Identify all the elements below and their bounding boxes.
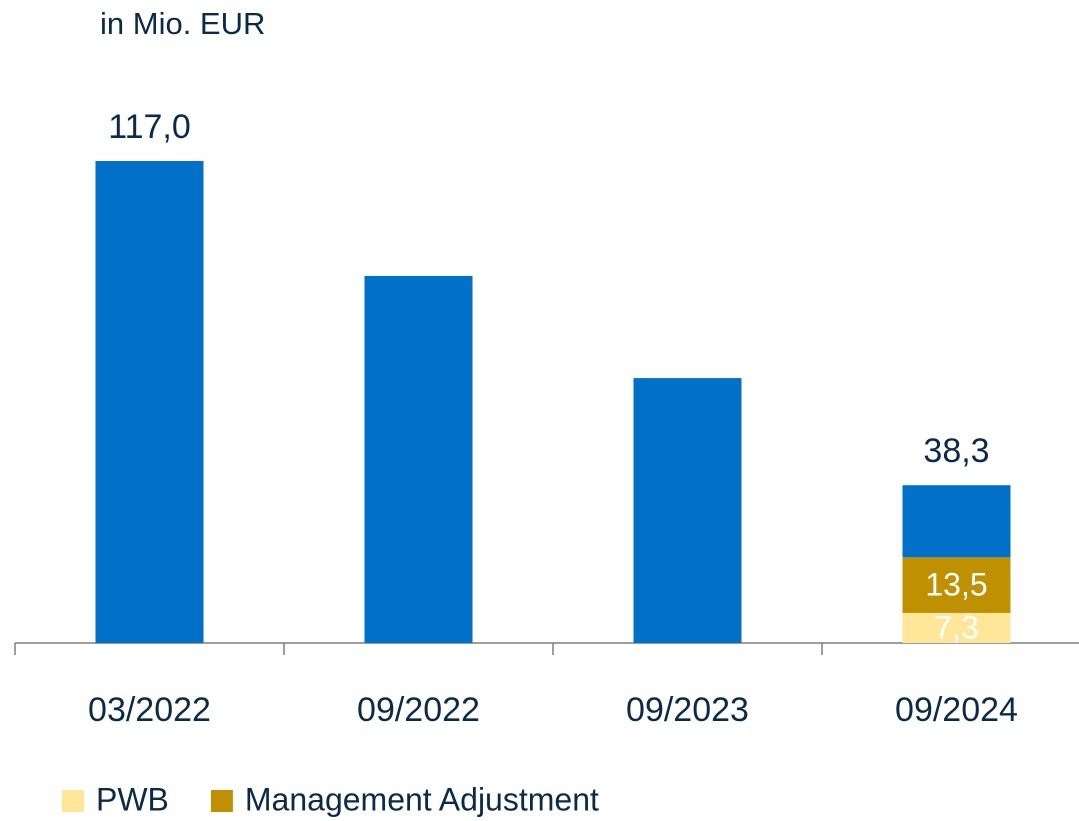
- x-tick-label: 09/2024: [895, 691, 1018, 729]
- bar-segment: [902, 557, 1011, 613]
- bar-segment: [95, 161, 204, 643]
- segment-label: 7,3: [934, 609, 978, 645]
- segment-label: 13,5: [925, 567, 987, 603]
- bar-segment: [633, 378, 742, 643]
- total-label: 38,3: [923, 432, 989, 470]
- legend-swatch: [210, 790, 233, 812]
- legend-swatch: [62, 790, 84, 812]
- legend-label: PWB: [96, 781, 169, 817]
- x-tick-label: 09/2023: [626, 691, 749, 729]
- bar-segment: [902, 485, 1011, 558]
- x-tick-label: 09/2022: [357, 691, 480, 729]
- bar-segment: [902, 612, 1011, 643]
- bar-segment: [364, 275, 473, 643]
- total-label: 117,0: [108, 108, 191, 146]
- x-tick-label: 03/2022: [88, 691, 211, 729]
- legend-label: Management Adjustment: [245, 781, 599, 817]
- chart-title: in Mio. EUR: [100, 6, 265, 41]
